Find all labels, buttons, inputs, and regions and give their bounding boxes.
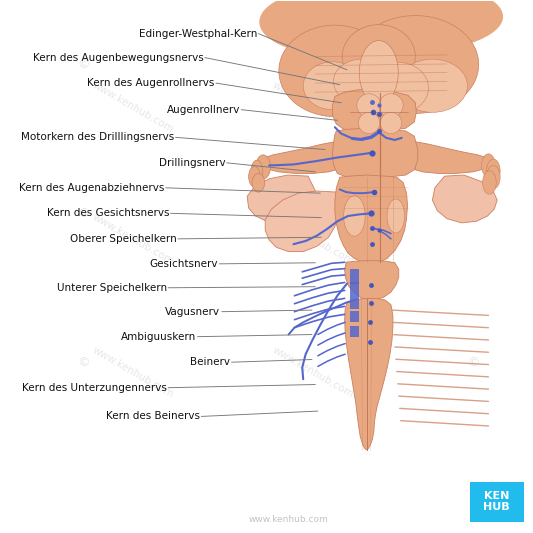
- Ellipse shape: [397, 59, 467, 112]
- Polygon shape: [335, 175, 408, 263]
- Text: Edinger-Westphal-Kern: Edinger-Westphal-Kern: [139, 29, 257, 39]
- Ellipse shape: [357, 94, 381, 117]
- FancyBboxPatch shape: [470, 482, 523, 522]
- Ellipse shape: [482, 154, 495, 177]
- Bar: [350, 269, 359, 284]
- Ellipse shape: [252, 173, 265, 192]
- Text: www.kenhub.com: www.kenhub.com: [271, 79, 356, 134]
- Bar: [350, 326, 359, 337]
- Text: www.kenhub.com: www.kenhub.com: [90, 345, 175, 400]
- Ellipse shape: [379, 94, 403, 117]
- Ellipse shape: [359, 41, 398, 104]
- Bar: [350, 311, 359, 322]
- Text: www.kenhub.com: www.kenhub.com: [249, 514, 328, 523]
- Ellipse shape: [487, 165, 500, 189]
- Ellipse shape: [380, 112, 402, 134]
- Text: Kern des Augenrollnervs: Kern des Augenrollnervs: [87, 78, 214, 88]
- Polygon shape: [262, 142, 336, 173]
- Polygon shape: [265, 191, 337, 252]
- Bar: [350, 296, 359, 309]
- Text: Kern des Augenbewegungsnervs: Kern des Augenbewegungsnervs: [33, 53, 203, 62]
- Text: Beinerv: Beinerv: [190, 357, 230, 367]
- Polygon shape: [432, 175, 497, 223]
- Text: www.kenhub.com: www.kenhub.com: [271, 213, 356, 267]
- Text: Gesichtsnerv: Gesichtsnerv: [149, 259, 218, 269]
- Polygon shape: [345, 298, 393, 450]
- Ellipse shape: [352, 15, 479, 114]
- Text: ©: ©: [467, 58, 480, 71]
- Text: Kern des Beinervs: Kern des Beinervs: [106, 411, 200, 422]
- Ellipse shape: [260, 0, 396, 54]
- Text: ©: ©: [78, 356, 90, 369]
- Ellipse shape: [344, 196, 365, 236]
- Ellipse shape: [358, 112, 379, 134]
- Polygon shape: [247, 175, 317, 223]
- Ellipse shape: [248, 166, 260, 187]
- Text: www.kenhub.com: www.kenhub.com: [271, 345, 356, 400]
- Bar: [350, 282, 359, 296]
- Ellipse shape: [334, 59, 390, 104]
- Text: Motorkern des Drilllingsnervs: Motorkern des Drilllingsnervs: [21, 132, 174, 142]
- Polygon shape: [333, 88, 416, 132]
- Ellipse shape: [288, 0, 503, 54]
- Ellipse shape: [368, 62, 429, 114]
- Text: Oberer Speichelkern: Oberer Speichelkern: [70, 234, 176, 244]
- Ellipse shape: [256, 155, 271, 179]
- Ellipse shape: [342, 25, 415, 88]
- Text: Drillingsnerv: Drillingsnerv: [159, 158, 225, 168]
- Polygon shape: [414, 142, 489, 173]
- Text: KEN
HUB: KEN HUB: [483, 491, 510, 512]
- Text: Augenrollnerv: Augenrollnerv: [166, 104, 240, 115]
- Text: Ambiguuskern: Ambiguuskern: [120, 332, 196, 342]
- Text: Kern des Gesichtsnervs: Kern des Gesichtsnervs: [47, 208, 169, 219]
- Text: ©: ©: [467, 356, 480, 369]
- Text: Kern des Unterzungennervs: Kern des Unterzungennervs: [22, 383, 167, 393]
- Text: Kern des Augenabziehnervs: Kern des Augenabziehnervs: [19, 183, 164, 193]
- Text: www.kenhub.com: www.kenhub.com: [90, 79, 175, 134]
- Ellipse shape: [279, 25, 391, 117]
- Text: ©: ©: [78, 58, 90, 71]
- Text: ©: ©: [467, 207, 480, 220]
- Ellipse shape: [482, 171, 496, 194]
- Ellipse shape: [387, 199, 405, 233]
- Polygon shape: [345, 261, 399, 300]
- Text: Vagusnerv: Vagusnerv: [165, 306, 220, 317]
- Ellipse shape: [251, 160, 263, 182]
- Text: Unterer Speichelkern: Unterer Speichelkern: [56, 283, 167, 293]
- Text: www.kenhub.com: www.kenhub.com: [90, 213, 175, 267]
- Ellipse shape: [487, 159, 500, 182]
- Text: ©: ©: [78, 207, 90, 220]
- Polygon shape: [333, 128, 418, 177]
- Ellipse shape: [303, 62, 362, 110]
